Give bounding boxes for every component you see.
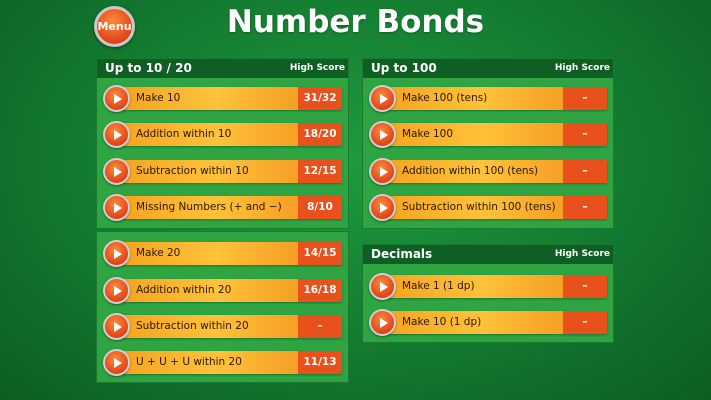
menu-button[interactable]: Menu bbox=[94, 6, 135, 47]
play-icon[interactable] bbox=[369, 194, 396, 221]
activity-panel: Make 20 14/15 Addition within 20 16/18 Subtr… bbox=[96, 231, 349, 383]
activity-row[interactable]: Subtraction within 100 (tens) – bbox=[369, 194, 607, 221]
play-icon[interactable] bbox=[103, 194, 130, 221]
activity-row[interactable]: Subtraction within 10 12/15 bbox=[103, 158, 342, 185]
high-score-value: 12/15 bbox=[298, 160, 342, 183]
activity-bar[interactable] bbox=[115, 160, 342, 183]
high-score-value: 14/15 bbox=[298, 242, 342, 265]
play-icon[interactable] bbox=[369, 273, 396, 300]
page-title: Number Bonds bbox=[226, 4, 485, 40]
activity-bar[interactable] bbox=[381, 196, 607, 219]
activity-row[interactable]: Make 100 – bbox=[369, 121, 607, 148]
high-score-value: 18/20 bbox=[298, 123, 342, 146]
activity-label: Make 10 (1 dp) bbox=[402, 316, 482, 328]
activity-row[interactable]: Make 10 31/32 bbox=[103, 85, 342, 112]
activity-row[interactable]: U + U + U within 20 11/13 bbox=[103, 349, 342, 376]
panel-header: Decimals High Score bbox=[363, 245, 613, 264]
play-icon[interactable] bbox=[103, 277, 130, 304]
activity-row[interactable]: Make 10 (1 dp) – bbox=[369, 309, 607, 336]
play-icon[interactable] bbox=[103, 85, 130, 112]
activity-label: U + U + U within 20 bbox=[136, 356, 242, 368]
play-icon[interactable] bbox=[103, 158, 130, 185]
activity-bar[interactable] bbox=[115, 196, 342, 219]
play-icon[interactable] bbox=[369, 309, 396, 336]
activity-label: Make 10 bbox=[136, 92, 181, 104]
activity-label: Addition within 100 (tens) bbox=[402, 165, 539, 177]
high-score-value: – bbox=[563, 87, 607, 110]
high-score-value: – bbox=[563, 311, 607, 334]
activity-row[interactable]: Make 20 14/15 bbox=[103, 240, 342, 267]
high-score-value: 16/18 bbox=[298, 279, 342, 302]
activity-bar[interactable] bbox=[381, 123, 607, 146]
high-score-value: – bbox=[298, 315, 342, 338]
activity-row[interactable]: Make 1 (1 dp) – bbox=[369, 273, 607, 300]
activity-label: Addition within 20 bbox=[136, 284, 232, 296]
activity-bar[interactable] bbox=[115, 351, 342, 374]
play-icon[interactable] bbox=[103, 349, 130, 376]
activity-bar[interactable] bbox=[115, 279, 342, 302]
activity-panel: Up to 100 High Score Make 100 (tens) – Make … bbox=[362, 58, 614, 229]
high-score-label: High Score bbox=[289, 63, 345, 73]
activity-bar[interactable] bbox=[381, 275, 607, 298]
panel-title: Up to 10 / 20 bbox=[105, 61, 192, 75]
high-score-value: – bbox=[563, 160, 607, 183]
activity-label: Make 20 bbox=[136, 247, 181, 259]
activity-panel: Up to 10 / 20 High Score Make 10 31/32 Addit… bbox=[96, 58, 349, 229]
high-score-value: – bbox=[563, 123, 607, 146]
play-icon[interactable] bbox=[103, 121, 130, 148]
activity-row[interactable]: Addition within 20 16/18 bbox=[103, 277, 342, 304]
activity-row[interactable]: Subtraction within 20 – bbox=[103, 313, 342, 340]
activity-bar[interactable] bbox=[381, 311, 607, 334]
activity-bar[interactable] bbox=[381, 87, 607, 110]
activity-bar[interactable] bbox=[115, 315, 342, 338]
play-icon[interactable] bbox=[369, 85, 396, 112]
panel-header: Up to 100 High Score bbox=[363, 59, 613, 78]
activity-label: Subtraction within 10 bbox=[136, 165, 249, 177]
activity-bar[interactable] bbox=[381, 160, 607, 183]
activity-label: Make 100 bbox=[402, 128, 454, 140]
panel-header: Up to 10 / 20 High Score bbox=[97, 59, 348, 78]
activity-row[interactable]: Missing Numbers (+ and −) 8/10 bbox=[103, 194, 342, 221]
high-score-value: – bbox=[563, 275, 607, 298]
activity-label: Subtraction within 100 (tens) bbox=[402, 201, 556, 213]
play-icon[interactable] bbox=[103, 313, 130, 340]
activity-label: Make 100 (tens) bbox=[402, 92, 488, 104]
activity-label: Subtraction within 20 bbox=[136, 320, 249, 332]
high-score-label: High Score bbox=[554, 63, 610, 73]
panel-title: Up to 100 bbox=[371, 61, 437, 75]
activity-bar[interactable] bbox=[115, 87, 342, 110]
activity-bar[interactable] bbox=[115, 123, 342, 146]
activity-row[interactable]: Make 100 (tens) – bbox=[369, 85, 607, 112]
activity-label: Missing Numbers (+ and −) bbox=[136, 201, 282, 213]
play-icon[interactable] bbox=[369, 121, 396, 148]
activity-row[interactable]: Addition within 10 18/20 bbox=[103, 121, 342, 148]
activity-bar[interactable] bbox=[115, 242, 342, 265]
high-score-value: 31/32 bbox=[298, 87, 342, 110]
high-score-value: 11/13 bbox=[298, 351, 342, 374]
activity-label: Addition within 10 bbox=[136, 128, 232, 140]
high-score-value: 8/10 bbox=[298, 196, 342, 219]
panel-title: Decimals bbox=[371, 247, 433, 261]
high-score-label: High Score bbox=[554, 249, 610, 259]
high-score-value: – bbox=[563, 196, 607, 219]
play-icon[interactable] bbox=[369, 158, 396, 185]
activity-label: Make 1 (1 dp) bbox=[402, 280, 475, 292]
activity-panel: Decimals High Score Make 1 (1 dp) – Make 10 … bbox=[362, 244, 614, 343]
activity-row[interactable]: Addition within 100 (tens) – bbox=[369, 158, 607, 185]
play-icon[interactable] bbox=[103, 240, 130, 267]
